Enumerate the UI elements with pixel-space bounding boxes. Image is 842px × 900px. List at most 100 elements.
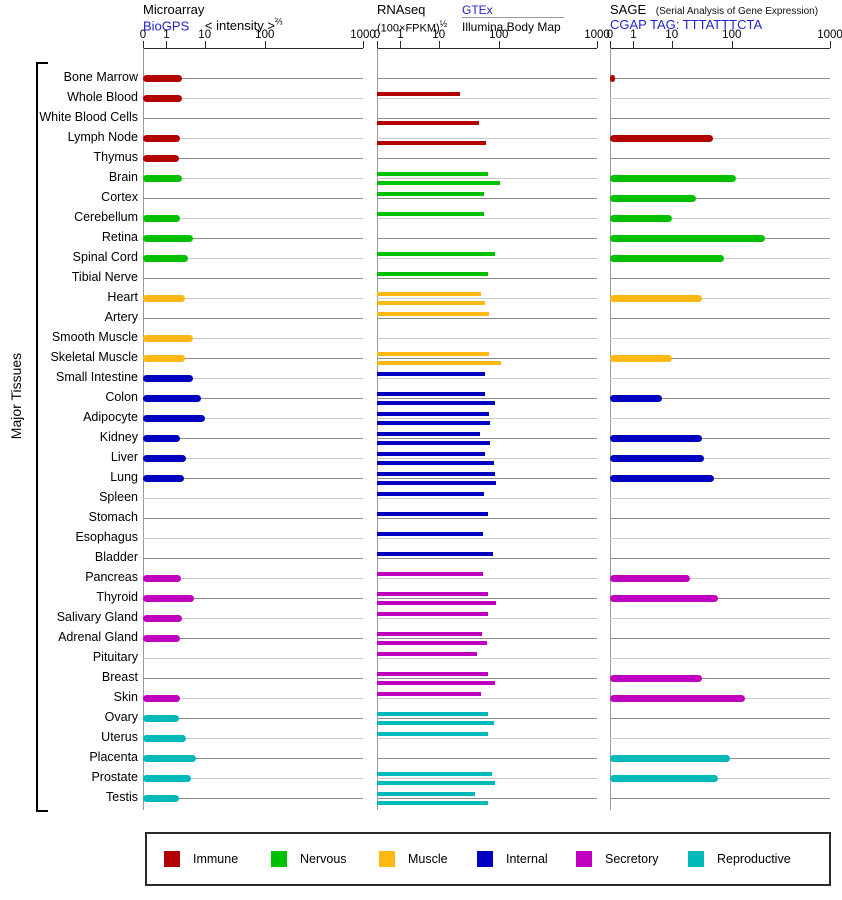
bar-rnaseq-bodymap-18 [377,441,491,445]
bar-microarray-11 [143,295,186,302]
bar-rnaseq-bodymap-5 [377,181,500,185]
bar-sage-26 [610,595,719,602]
bar-rnaseq-bodymap-16 [377,401,496,405]
tissue-label-ovary: Ovary [104,710,138,724]
row-line-1-16 [377,398,597,399]
bar-rnaseq-bodymap-2 [377,121,479,125]
row-line-0-32 [143,718,363,719]
row-line-1-10 [377,278,597,279]
row-line-1-2 [377,118,597,119]
bar-rnaseq-bodymap-17 [377,421,490,425]
tissue-label-thyroid: Thyroid [96,590,138,604]
bar-microarray-14 [143,355,185,362]
microarray-title: Microarray [143,2,205,17]
tissue-label-kidney: Kidney [99,430,138,444]
sage-subtitle: (Serial Analysis of Gene Expression) [655,6,819,17]
row-line-2-27 [610,618,830,619]
row-line-0-13 [143,338,363,339]
bar-rnaseq-gtex-24 [377,552,493,556]
row-line-0-21 [143,498,363,499]
biogps-link[interactable]: BioGPS [143,18,190,34]
tissue-bracket-bottom-arm [36,810,48,812]
bar-sage-7 [610,215,672,222]
bar-rnaseq-gtex-20 [377,472,495,476]
row-line-0-10 [143,278,363,279]
tissue-label-placenta: Placenta [89,750,138,764]
legend-item-internal: Internal [477,851,548,867]
legend-swatch-immune [164,851,180,867]
row-line-0-14 [143,358,363,359]
tissue-label-heart: Heart [107,290,138,304]
row-line-0-0 [143,78,363,79]
bar-microarray-35 [143,775,191,782]
bar-sage-8 [610,235,766,242]
bar-sage-0 [610,75,615,82]
tissue-label-testis: Testis [106,790,138,804]
tissue-label-liver: Liver [110,450,138,464]
row-line-1-22 [377,518,597,519]
bar-microarray-15 [143,375,194,382]
row-line-1-28 [377,638,597,639]
row-line-0-6 [143,198,363,199]
bar-rnaseq-gtex-19 [377,452,485,456]
axis-tick-label-1-10: 10 [432,29,446,41]
bar-rnaseq-gtex-15 [377,372,485,376]
bar-rnaseq-bodymap-19 [377,461,495,465]
legend-label-secretory: Secretory [605,852,659,866]
bar-sage-34 [610,755,731,762]
row-line-1-30 [377,678,597,679]
tissue-label-bone-marrow: Bone Marrow [63,70,138,84]
axis-tick-label-0-0: 0 [139,29,147,41]
bar-sage-14 [610,355,672,362]
tissue-label-lymph-node: Lymph Node [67,130,138,144]
gtex-link[interactable]: GTEx [462,3,493,17]
row-line-1-0 [377,78,597,79]
bar-microarray-32 [143,715,179,722]
legend-item-nervous: Nervous [271,851,347,867]
row-line-0-9 [143,258,363,259]
tissue-label-cerebellum: Cerebellum [74,210,138,224]
row-line-2-3 [610,138,830,139]
row-line-2-15 [610,378,830,379]
tissue-label-prostate: Prostate [91,770,138,784]
bar-microarray-9 [143,255,189,262]
row-line-2-21 [610,498,830,499]
row-line-0-27 [143,618,363,619]
bar-microarray-31 [143,695,180,702]
tissue-bracket-top-arm [36,62,48,64]
axis-tick-label-2-10: 10 [665,29,679,41]
row-line-2-20 [610,478,830,479]
bar-rnaseq-gtex-36 [377,792,475,796]
microarray-scale-label: < intensity >⅔ [204,17,283,34]
axis-tick-2-0 [610,41,611,48]
bar-sage-31 [610,695,745,702]
row-line-2-28 [610,638,830,639]
bar-sage-18 [610,435,703,442]
tissue-label-whole-blood: Whole Blood [67,90,138,104]
axis-tick-label-1-0: 0 [373,29,381,41]
axis-tick-label-2-1000: 1000 [817,29,842,41]
axis-tick-label-0-1000: 1000 [350,29,376,41]
tissue-label-breast: Breast [101,670,138,684]
row-line-1-31 [377,698,597,699]
legend-item-immune: Immune [164,851,238,867]
row-line-0-15 [143,378,363,379]
bar-microarray-36 [143,795,179,802]
bar-sage-11 [610,295,703,302]
row-line-1-14 [377,358,597,359]
bar-rnaseq-gtex-10 [377,272,489,276]
row-line-2-29 [610,658,830,659]
axis-tick-label-0-10: 10 [198,29,212,41]
row-line-0-23 [143,538,363,539]
row-line-0-8 [143,238,363,239]
bar-rnaseq-gtex-30 [377,672,488,676]
row-line-2-33 [610,738,830,739]
row-line-2-30 [610,678,830,679]
row-line-1-8 [377,238,597,239]
row-line-0-3 [143,138,363,139]
bar-rnaseq-gtex-31 [377,692,482,696]
legend-label-reproductive: Reproductive [717,852,791,866]
cgap-tag-link[interactable]: CGAP TAG: TTTATTTCTA [610,17,763,32]
row-line-2-36 [610,798,830,799]
